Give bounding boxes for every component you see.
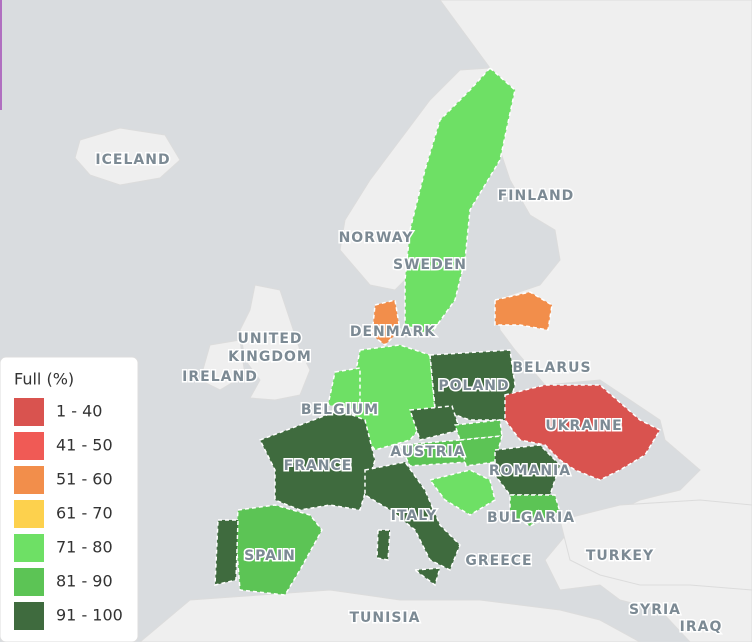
legend-swatch	[14, 500, 44, 528]
map-label: UKRAINE	[545, 418, 622, 434]
map-label: TUNISIA	[350, 610, 421, 626]
hungary	[459, 435, 504, 467]
map-label: ROMANIA	[489, 463, 571, 479]
map-label: IRAQ	[680, 619, 723, 635]
germany	[349, 344, 436, 451]
bulgaria	[509, 494, 561, 527]
map-label: GREECE	[465, 553, 532, 569]
slovakia	[453, 419, 503, 441]
legend-label: 71 - 80	[56, 538, 113, 557]
legend: Full (%) 1 - 40 41 - 50 51 - 60 61 - 70 71 -…	[0, 356, 139, 642]
map-label: BULGARIA	[487, 510, 575, 526]
land	[74, 0, 752, 642]
map-label: SWEDEN	[393, 257, 467, 273]
map-label: IRELAND	[182, 369, 258, 385]
ireland	[199, 339, 246, 391]
map-label: BELGIUM	[301, 402, 379, 418]
turkey	[559, 499, 752, 591]
sweden	[404, 66, 516, 336]
map-label: NORWAY	[339, 230, 414, 246]
map-label: UNITED	[237, 331, 302, 347]
map-label: FINLAND	[498, 188, 575, 204]
legend-swatch	[14, 432, 44, 460]
uk	[239, 284, 311, 401]
map-label: KINGDOM	[228, 349, 312, 365]
legend-label: 51 - 60	[56, 470, 113, 489]
austria	[398, 439, 470, 467]
legend-label: 41 - 50	[56, 436, 113, 455]
legend-title: Full (%)	[14, 370, 74, 389]
map-label: FRANCE	[284, 458, 353, 474]
legend-label: 61 - 70	[56, 504, 113, 523]
denmark	[371, 299, 401, 346]
map-label: TURKEY	[586, 548, 654, 564]
legend-swatch	[14, 568, 44, 596]
map-label: DENMARK	[350, 324, 436, 340]
legend-swatch	[14, 602, 44, 630]
russia-finland	[439, 0, 752, 642]
legend-label: 91 - 100	[56, 606, 123, 625]
portugal	[214, 519, 239, 586]
map-label: SPAIN	[244, 548, 296, 564]
balkans	[428, 469, 496, 516]
sicily	[412, 567, 442, 587]
benelux	[327, 367, 361, 411]
iceland	[74, 127, 181, 186]
legend-label: 81 - 90	[56, 572, 113, 591]
map-label: BELARUS	[512, 360, 591, 376]
map-label: ITALY	[391, 508, 437, 524]
france	[258, 409, 376, 511]
ukraine	[504, 384, 662, 481]
legend-label: 1 - 40	[56, 402, 102, 421]
africa	[139, 589, 641, 642]
sardinia	[376, 529, 391, 561]
map-label: POLAND	[438, 378, 509, 394]
legend-swatch	[14, 398, 44, 426]
czechia	[408, 405, 461, 441]
labels: ICELAND NORWAY SWEDEN FINLAND DENMARK UN…	[94, 151, 723, 637]
legend-swatch	[14, 534, 44, 562]
countries	[214, 66, 662, 596]
map-label: SYRIA	[629, 602, 681, 618]
map-label: AUSTRIA	[390, 444, 465, 460]
latvia	[494, 291, 553, 331]
legend-swatch	[14, 466, 44, 494]
poland	[429, 349, 516, 421]
italy	[364, 461, 461, 572]
map-label: ICELAND	[95, 152, 170, 168]
